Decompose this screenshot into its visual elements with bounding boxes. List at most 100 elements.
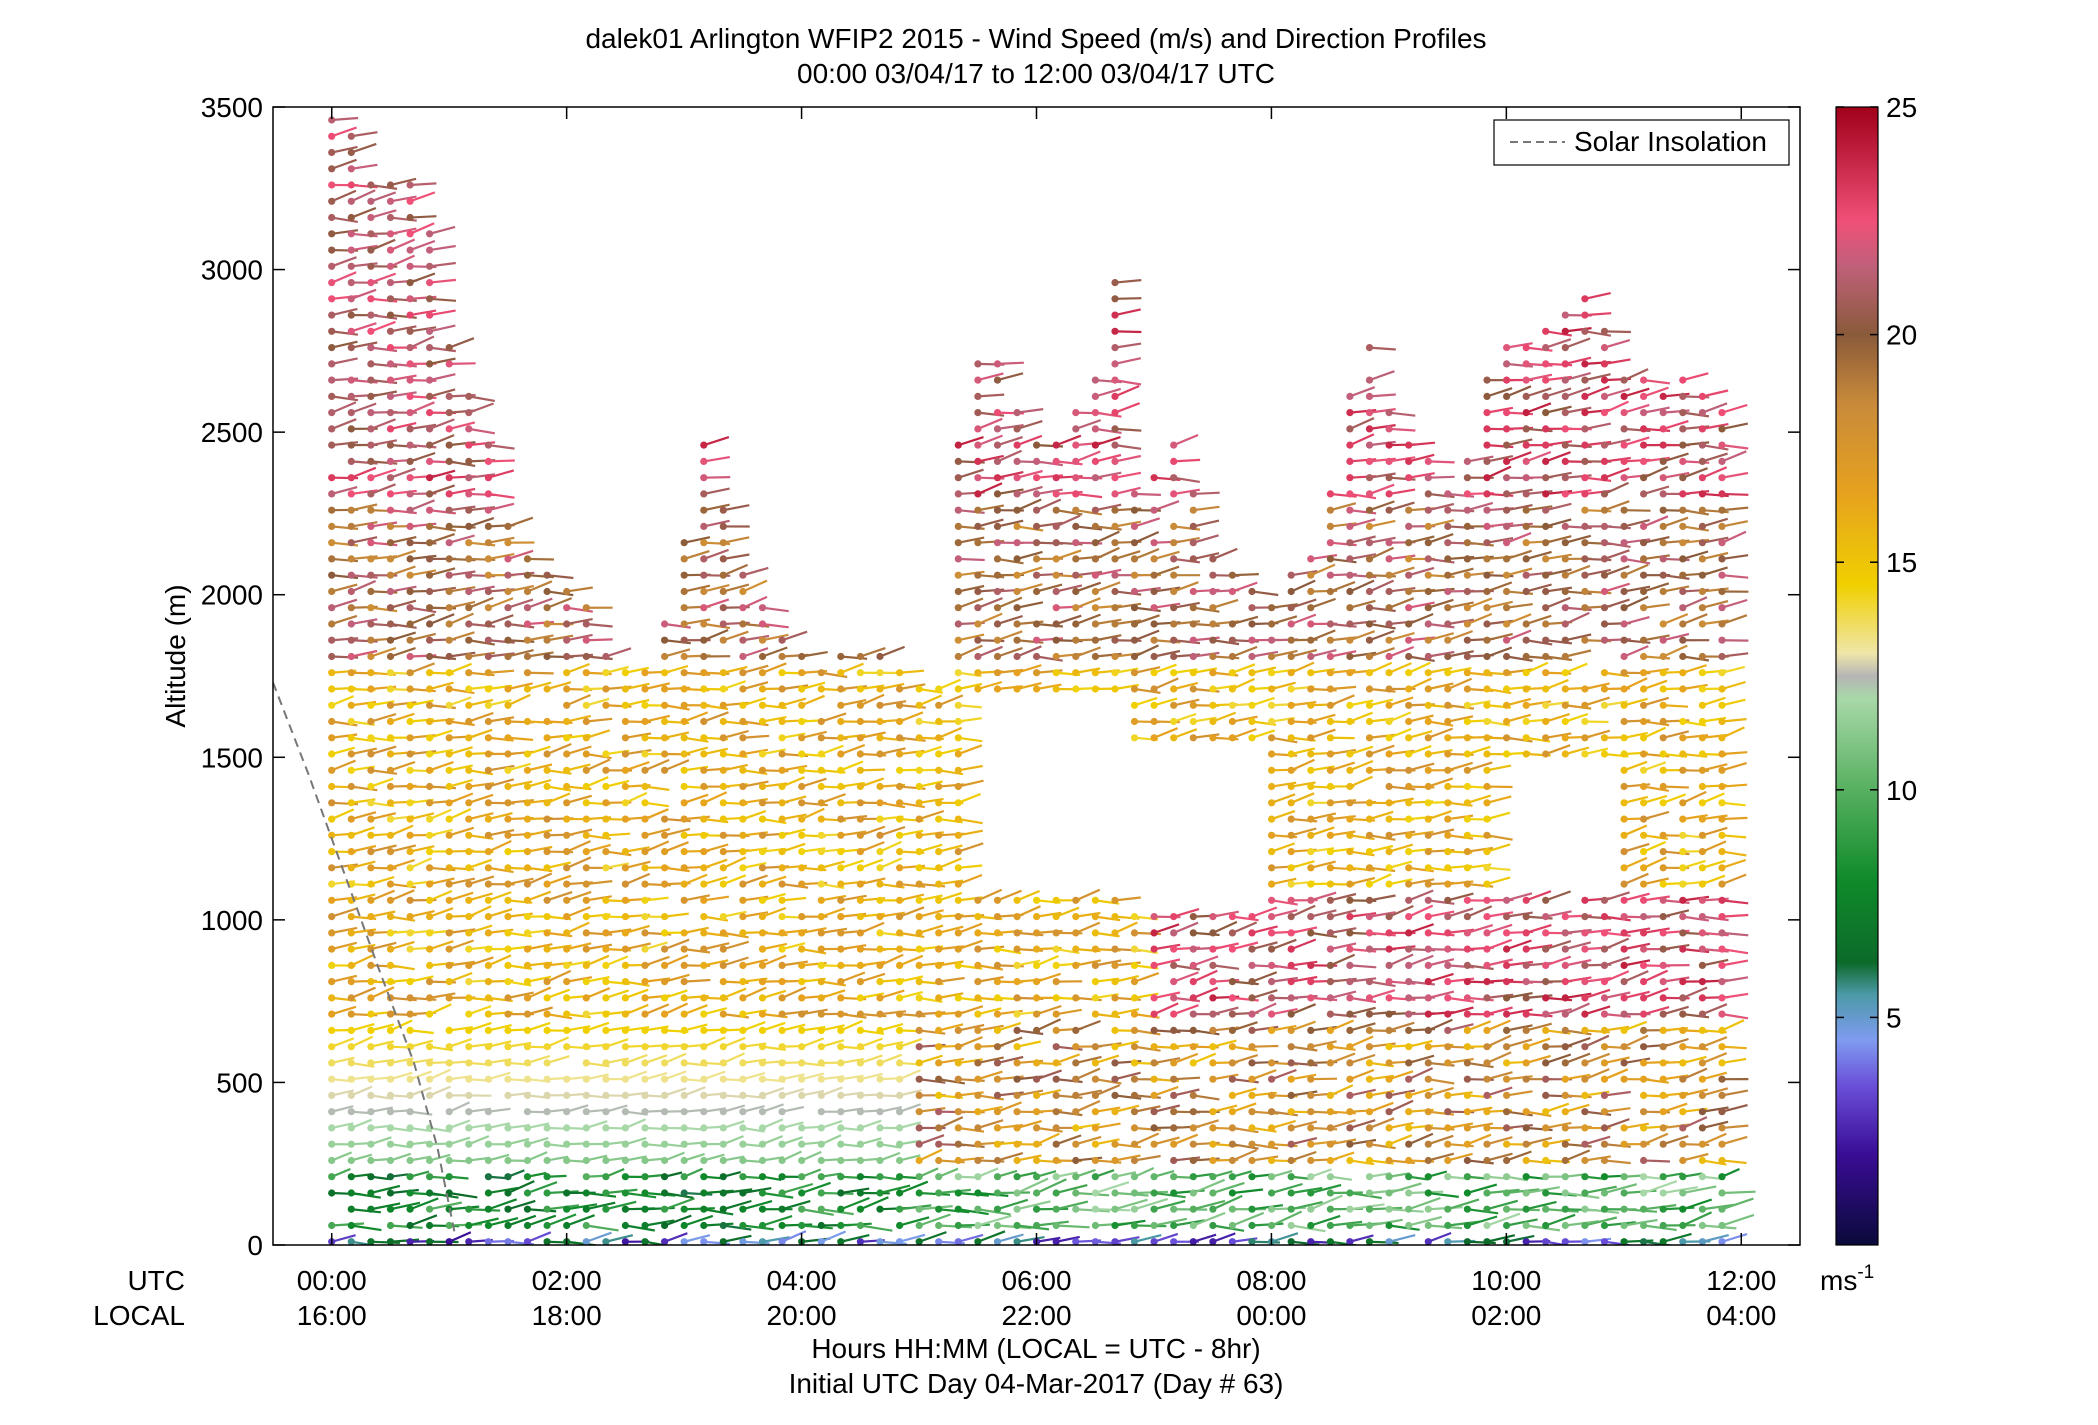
wind-barb-point (367, 490, 375, 498)
wind-barb-point (445, 929, 453, 937)
wind-barb-point (1130, 994, 1139, 1002)
wind-barb-point (1189, 929, 1197, 937)
wind-barb-point (739, 961, 747, 970)
wind-barb-line (977, 1056, 1004, 1064)
wind-barb-point (1052, 1059, 1060, 1067)
wind-barb-point (700, 1221, 708, 1230)
wind-barb-line (977, 434, 1003, 447)
wind-barb-line (1428, 650, 1455, 658)
wind-barb-point (523, 555, 532, 563)
wind-barb-point (602, 1026, 610, 1034)
wind-barb-point (386, 815, 395, 823)
wind-barb-line (585, 987, 611, 999)
wind-barb-point (523, 636, 532, 644)
wind-barb-point (739, 1205, 747, 1213)
wind-barb-point (915, 1124, 923, 1132)
wind-barb-line (1388, 597, 1415, 609)
wind-barb-line (1192, 1119, 1219, 1130)
wind-barb-point (1052, 555, 1060, 563)
wind-barb-point (1013, 1091, 1021, 1099)
wind-barb-point (328, 571, 336, 579)
wind-barb-point (993, 1189, 1002, 1197)
wind-barb-point (778, 1189, 786, 1197)
wind-barb-point (1307, 685, 1315, 693)
wind-barb-point (328, 197, 336, 205)
wind-barb-point (543, 685, 551, 693)
wind-barb-point (1228, 1205, 1236, 1213)
wind-barb-point (367, 848, 375, 856)
wind-barb-point (661, 978, 669, 986)
wind-barb-line (1369, 393, 1396, 398)
wind-barb-point (347, 506, 355, 514)
wind-barb-point (974, 1043, 982, 1051)
wind-barb-point (641, 1189, 649, 1197)
wind-barb-point (954, 1091, 962, 1099)
wind-barb-point (582, 848, 590, 856)
wind-barb-point (837, 864, 845, 872)
wind-barb-point (386, 766, 395, 774)
wind-barb-line (331, 1037, 355, 1048)
wind-barb-point (700, 799, 708, 807)
wind-barb-point (817, 929, 825, 937)
wind-barb-point (563, 1189, 571, 1197)
wind-barb-point (1052, 896, 1060, 904)
wind-barb-point (504, 571, 512, 579)
wind-barb-point (1424, 1205, 1432, 1213)
wind-barb-point (1091, 1124, 1099, 1132)
wind-barb-point (1013, 457, 1021, 465)
wind-barb-point (1326, 880, 1334, 888)
wind-barb-point (484, 848, 492, 856)
wind-barb-point (661, 636, 669, 644)
wind-barb-point (1072, 522, 1080, 531)
wind-barb-line (1447, 601, 1474, 609)
wind-barb-point (1013, 620, 1021, 628)
wind-barb-line (1408, 1039, 1433, 1048)
wind-barb-point (680, 1156, 688, 1165)
wind-barb-point (935, 978, 943, 986)
wind-barb-point (700, 539, 708, 547)
wind-barb-point (719, 913, 727, 921)
wind-barb-point (1248, 636, 1256, 644)
wind-barb-point (406, 717, 414, 726)
wind-barb-line (1251, 650, 1279, 658)
wind-barb-line (1134, 517, 1161, 528)
wind-barb-point (1346, 1026, 1354, 1034)
wind-barb-point (523, 766, 532, 774)
wind-barb-line (957, 842, 984, 853)
wind-barb-line (1251, 590, 1279, 597)
wind-barb-point (523, 1173, 532, 1181)
wind-barb-point (563, 750, 571, 758)
wind-barb-line (683, 926, 709, 934)
wind-barb-point (993, 669, 1002, 677)
wind-barb-point (367, 1059, 375, 1067)
wind-barb-point (1013, 1156, 1021, 1165)
wind-barb-point (347, 1189, 355, 1197)
wind-barb-point (1424, 929, 1432, 937)
wind-barb-line (977, 1230, 1006, 1243)
wind-barb-point (1287, 831, 1295, 839)
wind-barb-point (1033, 896, 1041, 904)
wind-barb-point (1248, 604, 1256, 612)
wind-barb-line (409, 222, 435, 235)
wind-barb-line (586, 622, 613, 628)
wind-barb-line (370, 183, 398, 190)
wind-barb-line (918, 924, 944, 934)
wind-barb-line (390, 1071, 413, 1081)
wind-barb-point (993, 1156, 1002, 1165)
wind-barb-point (367, 539, 375, 547)
wind-barb-line (938, 694, 964, 707)
wind-barb-point (896, 945, 904, 953)
wind-barb-line (703, 598, 730, 609)
wind-barb-point (1444, 750, 1452, 758)
wind-barb-point (1365, 1091, 1374, 1099)
wind-barb-line (527, 557, 554, 561)
wind-barb-point (1405, 766, 1413, 774)
wind-barb-point (935, 831, 943, 839)
wind-barb-point (1268, 896, 1276, 904)
wind-barb-point (1405, 1205, 1413, 1213)
wind-barb-point (837, 1043, 845, 1051)
wind-barb-point (1307, 766, 1315, 774)
wind-barb-point (954, 896, 962, 904)
wind-barb-point (739, 734, 747, 742)
wind-barb-point (386, 262, 395, 270)
